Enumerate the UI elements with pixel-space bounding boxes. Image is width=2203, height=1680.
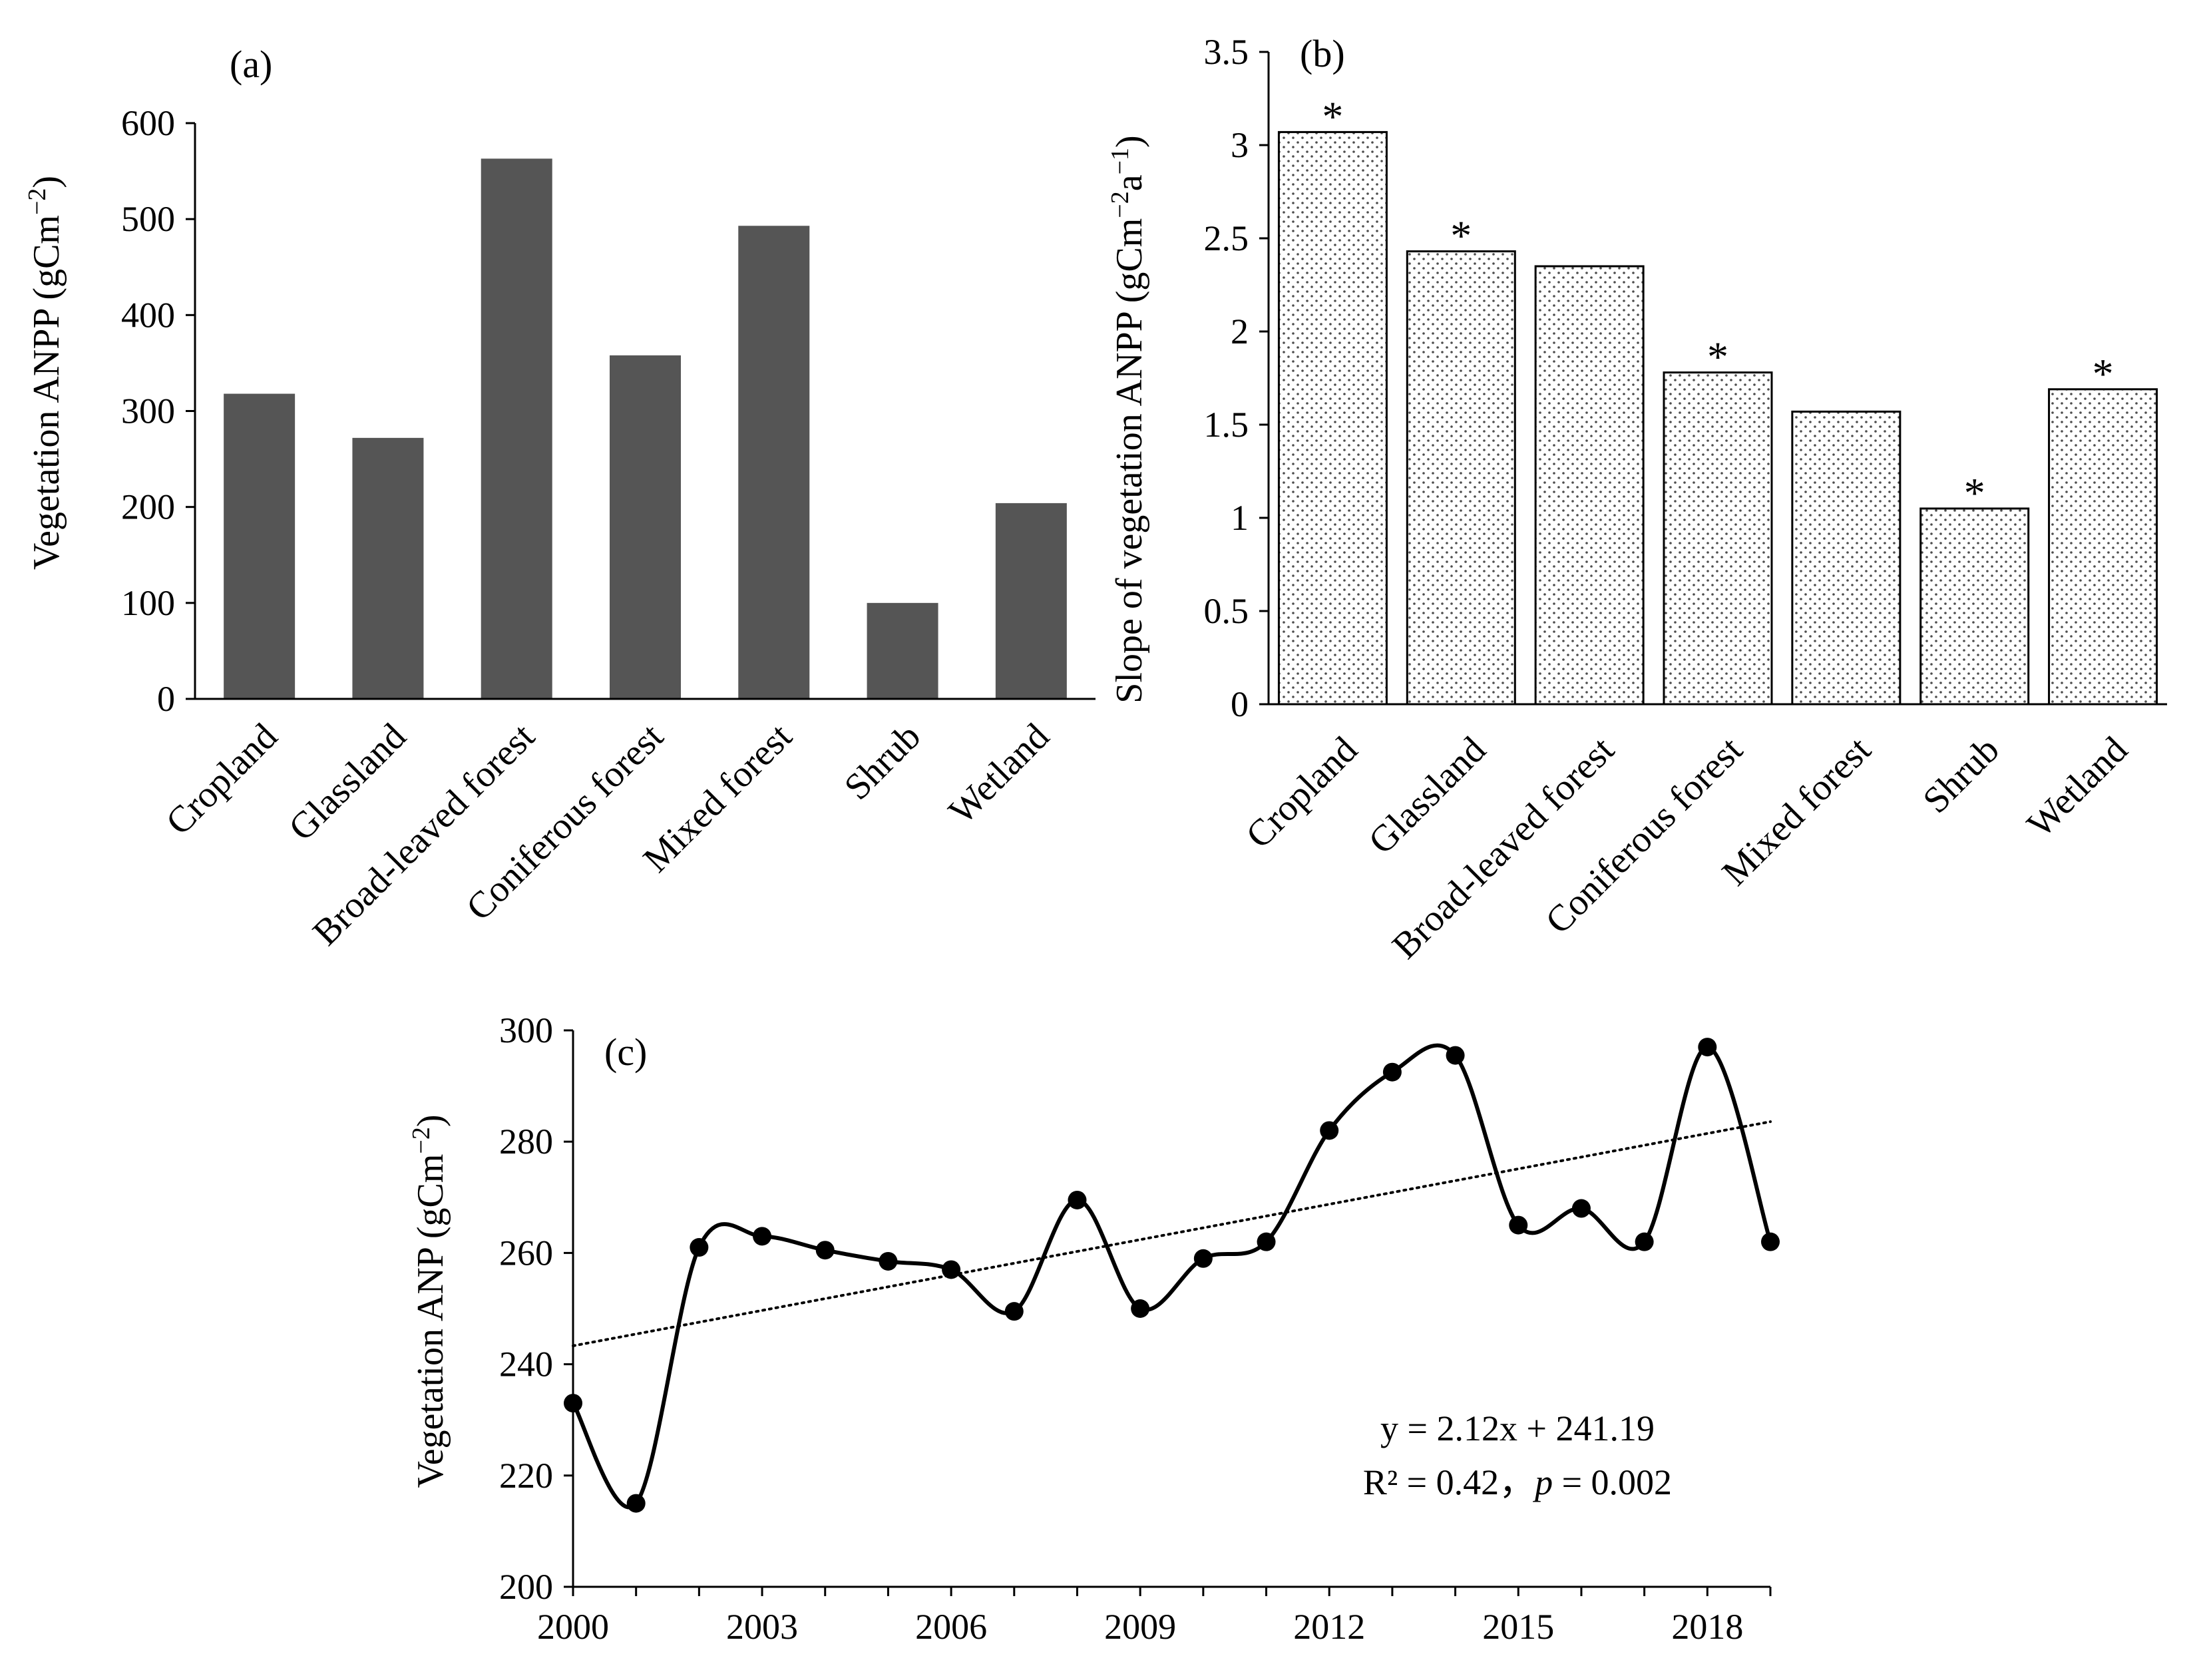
panel-b-xlabel-wetland: Wetland: [2019, 729, 2136, 845]
panel-b-xlabel-cropland: Cropland: [1238, 729, 1365, 856]
point-2004: [815, 1241, 835, 1260]
point-2012: [1320, 1121, 1339, 1140]
panel-b-ytick-label: 0.5: [1204, 591, 1249, 631]
panel-a-ytick-label: 500: [121, 199, 175, 239]
bar-glassland: [352, 437, 424, 699]
panel-a-xlabel-wetland: Wetland: [941, 716, 1058, 832]
bar-shrub: [867, 602, 938, 699]
panel-a-ytick-label: 300: [121, 391, 175, 431]
panel-c-series-line: [571, 1043, 1772, 1510]
panel-c-xtick-label: 2009: [1104, 1607, 1176, 1647]
bar-glassland: [1406, 250, 1516, 706]
panel-b-ytick-label: 2: [1231, 312, 1249, 351]
panel-b-significance-marks: * * * * *: [1322, 93, 2113, 517]
panel-c-ytick-label: 300: [499, 1010, 553, 1050]
panel-b-ytick-label: 1: [1231, 498, 1249, 538]
panel-b-xlabel-glassland: Glassland: [1360, 729, 1494, 862]
panel-c-xtick-label: 2006: [915, 1607, 987, 1647]
significance-star-wetland: *: [2093, 350, 2114, 397]
panel-b-ytick-label: 3: [1231, 125, 1249, 165]
point-2009: [1131, 1299, 1150, 1318]
bar-cropland: [1277, 130, 1388, 706]
bar-cropland: [224, 393, 296, 699]
point-2001: [626, 1494, 646, 1513]
point-2014: [1446, 1046, 1465, 1065]
panel-c-ytick-label: 220: [499, 1456, 553, 1496]
point-2007: [1004, 1302, 1024, 1321]
bar-mixed-forest: [738, 226, 810, 700]
panel-b-ytick-label: 0: [1231, 684, 1249, 724]
panel-a-ytick-label: 0: [157, 679, 175, 719]
panel-b-ytick-label: 2.5: [1204, 218, 1249, 258]
panel-c-ytick-label: 240: [499, 1345, 553, 1384]
panel-c-xtick-label: 2015: [1482, 1607, 1554, 1647]
panel-b-ytick-label: 1.5: [1204, 405, 1249, 445]
point-2005: [879, 1251, 898, 1271]
panel-a-y-ticks: 0 100 200 300 400 500 600: [121, 103, 195, 719]
point-2010: [1193, 1249, 1213, 1268]
panel-a-label: (a): [230, 43, 272, 86]
point-2017: [1635, 1232, 1654, 1251]
bar-wetland: [995, 503, 1067, 699]
panel-a-xlabel-cropland: Cropland: [158, 716, 286, 843]
bar-shrub: [1919, 507, 2030, 706]
panel-c-x-ticks: 2000 2003 2006 2009 2012 2015 2018: [537, 1587, 1772, 1647]
point-2002: [690, 1238, 709, 1257]
panel-a-xlabel-shrub: Shrub: [837, 716, 928, 807]
panel-c-y-ticks: 200 220 240 260 280 300: [499, 1010, 573, 1607]
panel-c-ytick-label: 280: [499, 1122, 553, 1161]
panel-c-label: (c): [604, 1030, 647, 1074]
panel-b-y-ticks: 0 0.5 1 1.5 2 2.5 3 3.5: [1204, 32, 1269, 724]
panel-b-ytick-label: 3.5: [1204, 32, 1249, 72]
panel-a-ylabel: Vegetation ANPP (gCm−2): [23, 176, 67, 570]
point-2011: [1257, 1232, 1276, 1251]
panel-a-xlabel-glassland: Glassland: [281, 716, 414, 849]
bar-coniferous-forest: [610, 355, 681, 699]
significance-star-cropland: *: [1322, 93, 1343, 140]
panel-c-stats: R² = 0.42，p = 0.002: [1363, 1462, 1672, 1502]
panel-c-ylabel: Vegetation ANP (gCm−2): [407, 1115, 451, 1488]
panel-c-line-chart: (c) Vegetation ANP (gCm−2) 2002202402602…: [407, 1010, 1780, 1647]
panel-c-xtick-label: 2012: [1293, 1607, 1365, 1647]
panel-c-ytick-label: 260: [499, 1233, 553, 1273]
panel-a-ytick-label: 400: [121, 295, 175, 335]
panel-a-xlabel-broad-leaved-forest: Broad-leaved forest: [305, 716, 542, 953]
point-2015: [1509, 1215, 1528, 1235]
point-2016: [1571, 1199, 1591, 1218]
bar-broad-leaved-forest: [1534, 265, 1645, 706]
bar-coniferous-forest: [1663, 371, 1773, 706]
bar-mixed-forest: [1791, 410, 1902, 706]
panel-b-label: (b): [1300, 32, 1345, 75]
panel-c-points: [564, 1038, 1780, 1513]
panel-a-bar-chart: (a) Vegetation ANPP (gCm−2) 0 100 200 300 40…: [23, 43, 1096, 954]
point-2006: [942, 1260, 961, 1279]
panel-b-ylabel: Slope of vegetation ANPP (gCm−2a−1): [1106, 135, 1150, 703]
panel-a-ytick-label: 600: [121, 103, 175, 143]
panel-b-bars: [1277, 130, 2158, 706]
panel-c-xtick-label: 2003: [726, 1607, 798, 1647]
point-2013: [1382, 1062, 1402, 1082]
panel-a-ytick-label: 100: [121, 583, 175, 623]
point-2018: [1698, 1038, 1717, 1057]
point-2003: [753, 1227, 772, 1246]
panel-c-equation: y = 2.12x + 241.19: [1380, 1408, 1655, 1448]
bar-wetland: [2048, 388, 2158, 706]
panel-b-xlabel-shrub: Shrub: [1915, 729, 2007, 821]
bar-broad-leaved-forest: [481, 158, 552, 699]
point-2008: [1068, 1190, 1087, 1209]
significance-star-glassland: *: [1450, 212, 1472, 260]
point-2019: [1761, 1232, 1780, 1251]
panel-c-ytick-label: 200: [499, 1567, 553, 1607]
panel-a-ytick-label: 200: [121, 487, 175, 527]
panel-c-xtick-label: 2018: [1671, 1607, 1743, 1647]
panel-b-xlabel-broad-leaved-forest: Broad-leaved forest: [1384, 729, 1622, 966]
significance-star-coniferous-forest: *: [1707, 333, 1728, 381]
panel-c-xtick-label: 2000: [537, 1607, 609, 1647]
panel-a-bars: [224, 158, 1067, 700]
panel-b-bar-chart: (b) Slope of vegetation ANPP (gCm−2a−1) …: [1106, 32, 2167, 967]
significance-star-shrub: *: [1964, 469, 1985, 517]
